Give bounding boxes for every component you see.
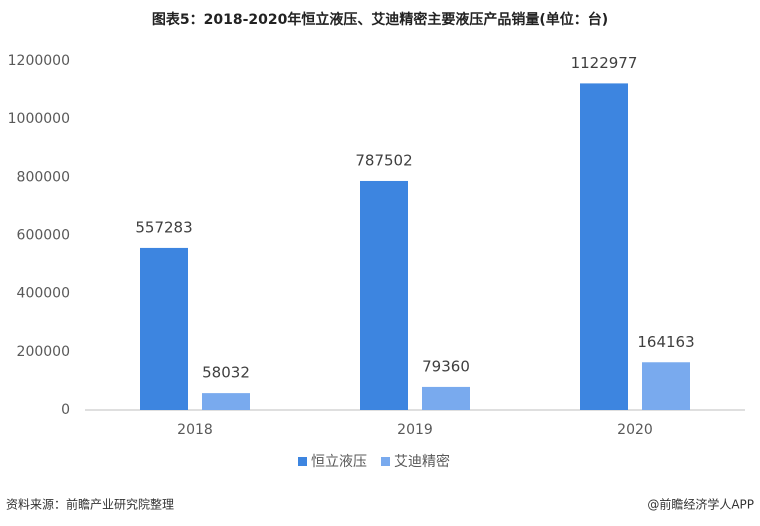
value-label: 557283 [135, 218, 192, 236]
y-tick-label: 400000 [17, 286, 70, 302]
x-tick-label: 2020 [617, 422, 653, 438]
value-label: 164163 [637, 333, 694, 351]
x-tick-label: 2018 [177, 422, 213, 438]
bar [580, 83, 628, 411]
y-tick-label: 1000000 [8, 111, 70, 127]
chart-title: 图表5：2018-2020年恒立液压、艾迪精密主要液压产品销量(单位：台) [152, 11, 608, 28]
y-tick-label: 600000 [17, 228, 70, 244]
y-tick-label: 0 [61, 402, 70, 418]
legend-swatch [298, 457, 307, 466]
value-label: 787502 [355, 151, 412, 169]
bar [202, 393, 250, 410]
legend-label: 艾迪精密 [394, 453, 450, 470]
bar [422, 386, 470, 410]
value-label: 79360 [422, 357, 470, 375]
credit-note: @前瞻经济学人APP [647, 497, 754, 512]
x-tick-label: 2019 [397, 422, 433, 438]
source-note: 资料来源：前瞻产业研究院整理 [6, 497, 174, 512]
legend-swatch [381, 457, 390, 466]
value-label: 1122977 [571, 54, 638, 72]
value-label: 58032 [202, 364, 250, 382]
y-tick-label: 200000 [17, 344, 70, 360]
y-tick-label: 800000 [17, 169, 70, 185]
bar [140, 247, 188, 410]
y-tick-label: 1200000 [8, 53, 70, 69]
bar [642, 362, 690, 410]
legend-label: 恒立液压 [311, 454, 367, 470]
bar [360, 180, 408, 410]
